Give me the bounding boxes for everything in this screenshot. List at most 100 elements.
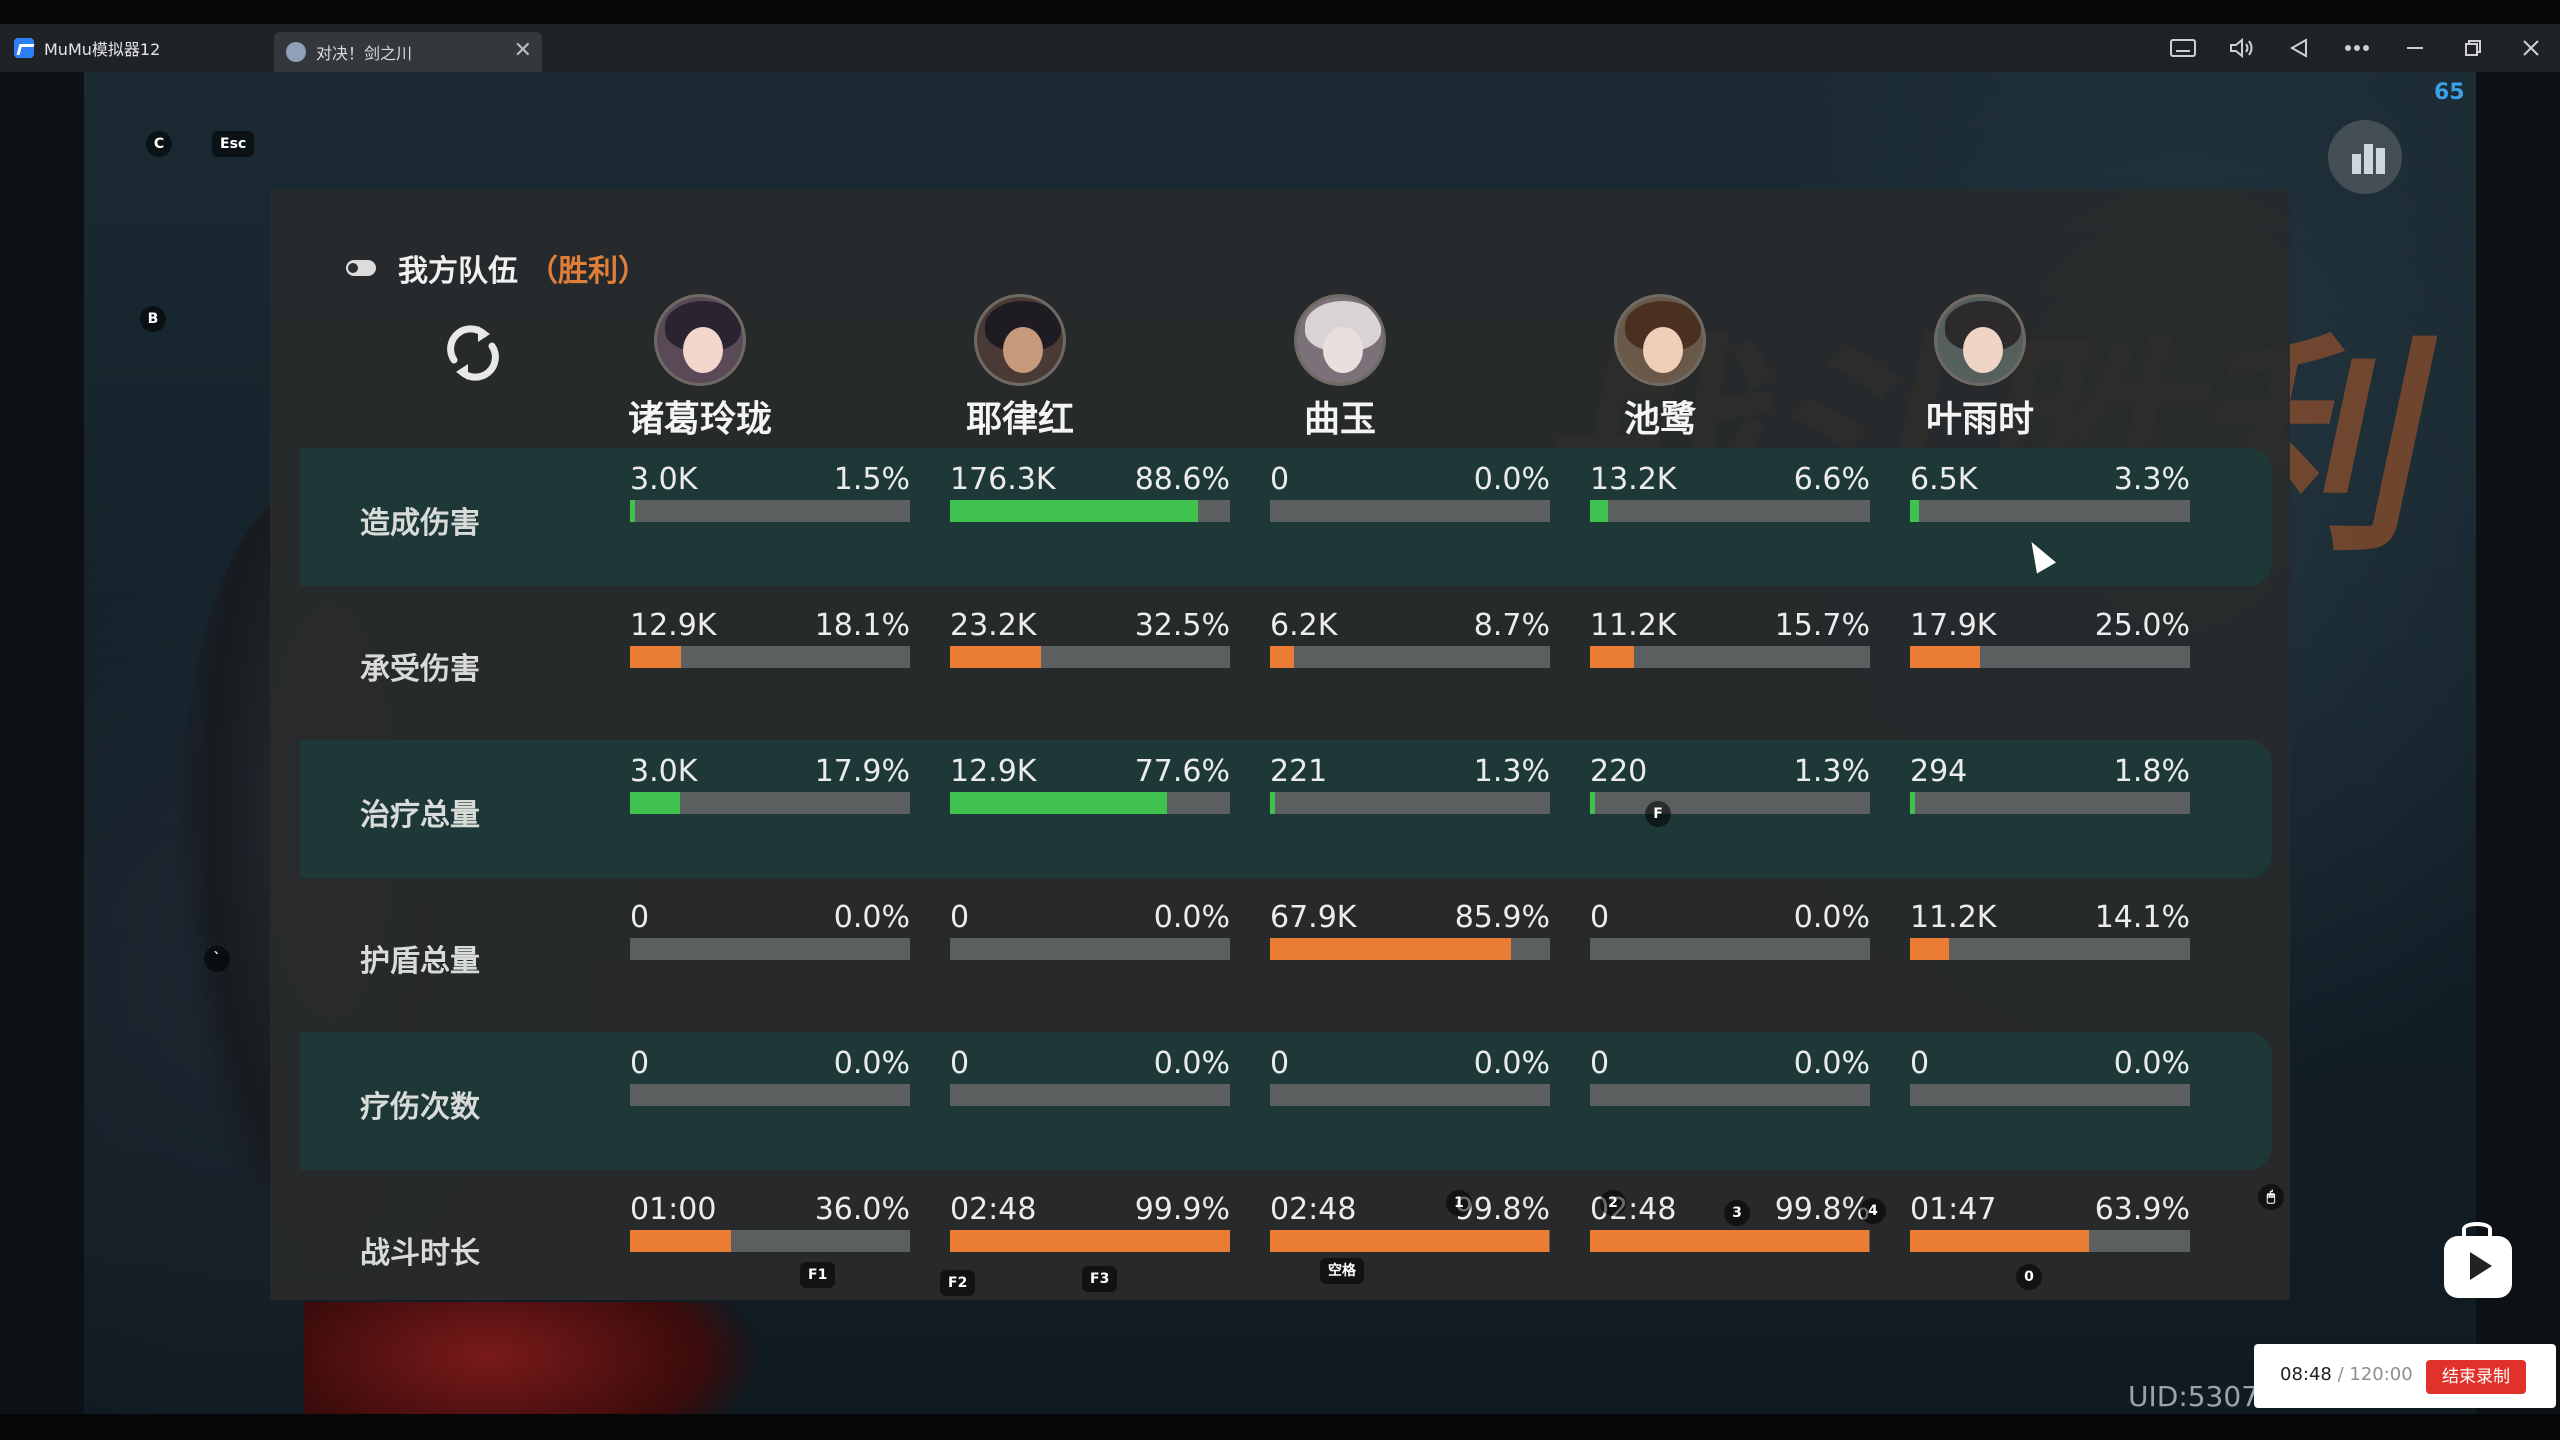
hero-avatar[interactable]	[974, 294, 1066, 386]
stat-percent: 1.3%	[1793, 754, 1870, 789]
team-toggle-icon[interactable]	[346, 258, 376, 278]
stat-bar	[1270, 646, 1550, 668]
stat-value: 0	[950, 1046, 970, 1081]
back-icon[interactable]	[2270, 24, 2328, 72]
stat-bar-fill	[630, 1230, 731, 1252]
stat-cell: 6.2K 8.7%	[1270, 608, 1550, 688]
stat-bar	[1910, 1084, 2190, 1106]
close-tab-icon[interactable]: ✕	[513, 38, 532, 63]
stat-percent: 85.9%	[1454, 900, 1550, 935]
stat-row-label: 战斗时长	[360, 1236, 480, 1271]
video-play-icon[interactable]	[2444, 1222, 2512, 1298]
bar-chart-icon-bar	[2364, 144, 2373, 174]
hero-avatar[interactable]	[654, 294, 746, 386]
hero-avatar[interactable]	[1294, 294, 1386, 386]
hotkey-4[interactable]: 4	[1860, 1198, 1886, 1224]
hotkey-backtick[interactable]: `	[204, 946, 230, 972]
stat-value: 23.2K	[950, 608, 1037, 643]
hotkey-esc[interactable]: Esc	[212, 131, 255, 157]
stop-recording-button[interactable]: 结束录制	[2426, 1360, 2526, 1394]
stat-value: 0	[1590, 900, 1610, 935]
hotkey-1[interactable]: 1	[1446, 1190, 1472, 1216]
stat-row-label: 疗伤次数	[360, 1090, 480, 1125]
stat-value: 221	[1270, 754, 1328, 789]
close-icon[interactable]	[2502, 24, 2560, 72]
character-cloth-art	[304, 1302, 764, 1414]
hotkey-2[interactable]: 2	[1600, 1190, 1626, 1216]
stat-bar-fill	[630, 500, 635, 522]
screen-bottom-strip	[0, 1414, 2560, 1440]
stats-button[interactable]	[2328, 120, 2402, 194]
game-tab[interactable]: 对决！剑之川 ✕	[274, 32, 542, 72]
hero-avatar[interactable]	[1614, 294, 1706, 386]
app-tab[interactable]: MuMu模拟器12	[0, 24, 270, 72]
stat-bar	[1590, 1084, 1870, 1106]
stat-bar	[950, 938, 1230, 960]
stat-cell: 11.2K 14.1%	[1910, 900, 2190, 980]
stat-percent: 88.6%	[1134, 462, 1230, 497]
stat-bar	[630, 938, 910, 960]
keyboard-icon[interactable]	[2154, 24, 2212, 72]
avatar-face	[1643, 327, 1683, 373]
stat-row-label: 承受伤害	[360, 652, 480, 687]
stat-percent: 17.9%	[814, 754, 910, 789]
stat-value: 11.2K	[1590, 608, 1677, 643]
hotkey-f[interactable]: F	[1645, 801, 1671, 827]
stat-bar-fill	[1910, 792, 1915, 814]
stat-value: 11.2K	[1910, 900, 1997, 935]
more-icon[interactable]	[2328, 24, 2386, 72]
hotkey-space[interactable]: 空格	[1320, 1258, 1364, 1284]
hotkey-f2[interactable]: F2	[940, 1270, 976, 1296]
stat-percent: 63.9%	[2094, 1192, 2190, 1227]
hero-column: 池鹭	[1560, 294, 1760, 442]
stat-bar-fill	[1590, 646, 1634, 668]
hotkey-0[interactable]: 0	[2016, 1264, 2042, 1290]
stat-cell: 0 0.0%	[950, 900, 1230, 980]
fps-counter: 65	[2434, 80, 2465, 105]
stat-percent: 0.0%	[1153, 900, 1230, 935]
stat-bar-fill	[950, 500, 1198, 522]
refresh-icon[interactable]	[440, 320, 506, 386]
stat-value: 0	[1270, 1046, 1290, 1081]
team-label: 我方队伍	[398, 254, 518, 289]
hotkey-3[interactable]: 3	[1724, 1200, 1750, 1226]
hotkey-f3[interactable]: F3	[1082, 1266, 1118, 1292]
stat-percent: 77.6%	[1134, 754, 1230, 789]
stat-percent: 3.3%	[2113, 462, 2190, 497]
stat-bar-fill	[630, 792, 680, 814]
mouse-icon[interactable]: 🖱	[2258, 1184, 2284, 1210]
battle-stats-panel: 我方队伍 （胜利） 诸葛玲珑 耶律红 曲玉 池鹭 叶雨时 造成伤害 3.0K 1.5% 176…	[270, 190, 2290, 1300]
stat-bar-fill	[1910, 646, 1980, 668]
minimize-icon[interactable]	[2386, 24, 2444, 72]
hotkey-c[interactable]: C	[146, 131, 172, 157]
stat-bar	[1270, 938, 1550, 960]
bar-chart-icon	[2352, 154, 2361, 174]
hero-column: 诸葛玲珑	[600, 294, 800, 442]
stat-cell: 0 0.0%	[1590, 900, 1870, 980]
stat-bar	[1590, 1230, 1870, 1252]
stat-percent: 36.0%	[814, 1192, 910, 1227]
stat-value: 67.9K	[1270, 900, 1357, 935]
stat-percent: 0.0%	[833, 1046, 910, 1081]
hotkey-b[interactable]: B	[140, 306, 166, 332]
stat-cell: 12.9K 18.1%	[630, 608, 910, 688]
stat-row: 疗伤次数 0 0.0% 0 0.0% 0 0.0% 0 0.0% 0 0.0%	[300, 1032, 2272, 1170]
hotkey-f1[interactable]: F1	[800, 1262, 836, 1288]
stat-cell: 02:48 99.9%	[950, 1192, 1230, 1272]
stat-percent: 0.0%	[1153, 1046, 1230, 1081]
stat-bar	[1910, 646, 2190, 668]
stat-row: 承受伤害 12.9K 18.1% 23.2K 32.5% 6.2K 8.7% 11.2K 15.…	[300, 594, 2272, 732]
stat-cell: 0 0.0%	[1590, 1046, 1870, 1126]
volume-icon[interactable]	[2212, 24, 2270, 72]
restore-icon[interactable]	[2444, 24, 2502, 72]
stat-value: 6.2K	[1270, 608, 1338, 643]
stat-bar-fill	[1590, 1230, 1869, 1252]
stat-cell: 02:48 99.8%	[1270, 1192, 1550, 1272]
stat-value: 3.0K	[630, 754, 698, 789]
stat-cell: 221 1.3%	[1270, 754, 1550, 834]
hero-avatar[interactable]	[1934, 294, 2026, 386]
bar-chart-icon-bar	[2376, 148, 2385, 174]
stat-value: 02:48	[950, 1192, 1037, 1227]
stat-bar	[1590, 500, 1870, 522]
stat-value: 0	[1270, 462, 1290, 497]
